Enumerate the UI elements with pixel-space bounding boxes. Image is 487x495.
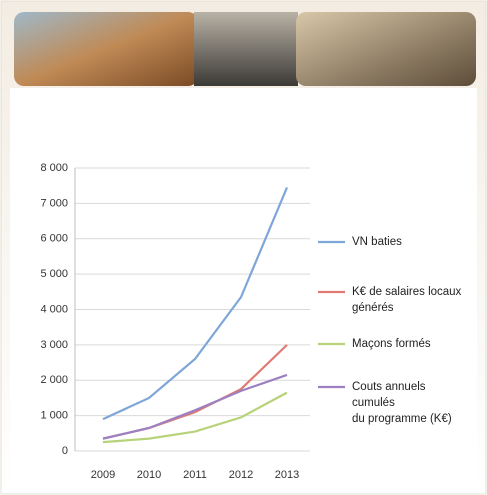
series-line xyxy=(102,187,289,421)
legend-label: K€ de salaires locaux générés xyxy=(352,286,462,314)
y-tick-label: 7 000 xyxy=(40,197,68,209)
legend-label: VN baties xyxy=(352,236,402,248)
y-tick-label: 1 000 xyxy=(40,410,68,422)
y-tick-label: 0 xyxy=(62,445,68,457)
photo xyxy=(14,12,198,86)
y-tick-label: 4 000 xyxy=(40,303,68,315)
legend-label: Couts annuels cumulés du programme (K€) xyxy=(352,381,452,425)
series-line xyxy=(102,391,288,444)
x-tick-label: 2012 xyxy=(229,469,253,481)
photo xyxy=(296,12,476,86)
y-tick-label: 3 000 xyxy=(40,339,68,351)
y-tick-label: 6 000 xyxy=(40,233,68,245)
y-tick-label: 5 000 xyxy=(40,268,68,280)
x-tick-label: 2010 xyxy=(137,469,161,481)
photo xyxy=(194,12,298,86)
series-line xyxy=(102,373,288,440)
y-tick-label: 2 000 xyxy=(40,374,68,386)
x-tick-label: 2009 xyxy=(91,469,115,481)
legend-label: Maçons formés xyxy=(352,338,431,350)
x-tick-label: 2013 xyxy=(275,469,299,481)
x-tick-label: 2011 xyxy=(183,469,207,481)
y-tick-label: 8 000 xyxy=(40,162,68,174)
